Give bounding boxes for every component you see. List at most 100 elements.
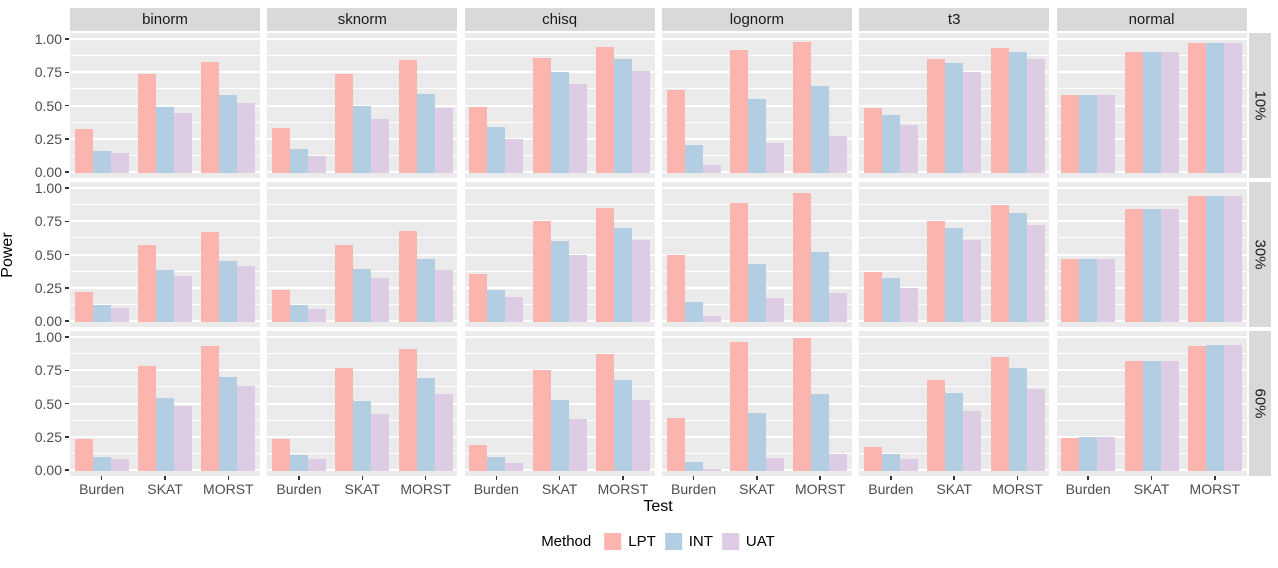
facet-strip-chisq: chisq: [464, 8, 655, 31]
legend-label: UAT: [745, 533, 775, 550]
bar-binorm-30pct-SKAT-LPT: [138, 245, 156, 322]
bar-sknorm-10pct-MORST-LPT: [398, 60, 417, 173]
bar-t3-60pct-MORST-UAT: [1026, 388, 1045, 471]
facet-strip-label: chisq: [542, 11, 578, 28]
y-tick-mark: [65, 402, 69, 405]
y-tick-label: 0.00: [34, 313, 62, 329]
bar-chisq-10pct-Burden-UAT: [505, 138, 524, 173]
gridline-major: [267, 369, 458, 372]
x-tick-label: MORST: [992, 481, 1043, 497]
bar-binorm-10pct-MORST-UAT: [237, 102, 256, 173]
gridline-major: [70, 104, 260, 107]
gridline-minor: [70, 55, 260, 57]
facet-strip-lognorm: lognorm: [661, 8, 852, 31]
y-tick-label: 0.00: [34, 462, 62, 478]
facet-strip-normal: normal: [1056, 8, 1247, 31]
bar-normal-60pct-Burden-INT: [1079, 436, 1098, 471]
gridline-major: [70, 336, 260, 338]
panel-chisq-60pct: [464, 331, 655, 476]
panel-t3-10pct: [859, 33, 1050, 178]
y-tick-label: 0.50: [34, 246, 62, 263]
bar-t3-60pct-SKAT-INT: [945, 392, 964, 471]
gridline-major: [661, 38, 852, 40]
bar-t3-60pct-MORST-LPT: [990, 356, 1009, 471]
y-tick-mark: [65, 320, 69, 322]
gridline-minor: [661, 204, 852, 206]
bar-normal-30pct-SKAT-LPT: [1124, 209, 1143, 322]
bar-sknorm-10pct-SKAT-INT: [353, 105, 372, 173]
bar-normal-10pct-SKAT-LPT: [1124, 52, 1143, 173]
bar-sknorm-30pct-MORST-INT: [416, 258, 435, 322]
y-tick-mark: [65, 38, 69, 40]
facet-strip-label: 60%: [1251, 388, 1269, 419]
bar-lognorm-10pct-SKAT-INT: [747, 98, 766, 173]
bar-lognorm-30pct-MORST-UAT: [829, 293, 848, 322]
gridline-minor: [1056, 353, 1247, 355]
bar-binorm-30pct-Burden-INT: [92, 305, 111, 322]
bar-sknorm-30pct-SKAT-UAT: [371, 278, 390, 322]
bar-lognorm-60pct-MORST-LPT: [793, 338, 812, 471]
bar-lognorm-10pct-MORST-LPT: [793, 41, 812, 173]
bar-chisq-60pct-MORST-UAT: [631, 399, 650, 471]
bar-normal-30pct-Burden-LPT: [1061, 258, 1080, 322]
gridline-minor: [267, 55, 458, 57]
gridline-major: [267, 220, 458, 223]
gridline-minor: [267, 88, 458, 90]
bar-normal-60pct-Burden-UAT: [1097, 436, 1116, 471]
y-tick-mark: [65, 187, 69, 189]
x-tick-mark: [819, 476, 821, 480]
bar-chisq-30pct-Burden-INT: [487, 290, 506, 322]
legend: Method LPT INT UAT: [541, 533, 775, 550]
panel-normal-30pct: [1056, 182, 1247, 327]
gridline-minor: [70, 237, 260, 239]
bar-sknorm-60pct-SKAT-INT: [353, 400, 372, 471]
bar-t3-30pct-SKAT-UAT: [963, 239, 982, 322]
bar-lognorm-30pct-SKAT-UAT: [765, 298, 784, 322]
x-tick-label: SKAT: [739, 481, 775, 497]
gridline-minor: [1056, 204, 1247, 206]
bar-t3-60pct-MORST-INT: [1008, 367, 1027, 471]
bar-chisq-60pct-SKAT-LPT: [532, 370, 551, 471]
bar-lognorm-30pct-Burden-UAT: [702, 315, 721, 322]
gridline-minor: [661, 386, 852, 388]
facet-strip-label: lognorm: [729, 11, 784, 28]
x-tick-mark: [361, 476, 364, 480]
facet-strip-label: t3: [947, 11, 961, 28]
bar-normal-10pct-MORST-UAT: [1223, 43, 1242, 173]
bar-sknorm-10pct-SKAT-LPT: [335, 73, 354, 173]
bar-t3-10pct-Burden-LPT: [863, 108, 882, 173]
facet-strip-sknorm: sknorm: [267, 8, 458, 31]
bar-chisq-10pct-MORST-INT: [613, 58, 632, 173]
bar-chisq-60pct-SKAT-UAT: [568, 419, 587, 471]
bar-sknorm-30pct-Burden-INT: [289, 305, 308, 322]
gridline-major: [464, 369, 655, 372]
bar-sknorm-30pct-MORST-LPT: [398, 230, 417, 322]
bar-t3-30pct-MORST-UAT: [1026, 225, 1045, 322]
bar-t3-10pct-MORST-LPT: [990, 48, 1009, 173]
bar-binorm-60pct-Burden-LPT: [74, 439, 93, 471]
bar-chisq-60pct-SKAT-INT: [550, 399, 569, 471]
y-tick-label: 0.75: [34, 64, 62, 81]
legend-swatch-LPT: [604, 533, 622, 550]
gridline-major: [859, 336, 1050, 338]
bar-sknorm-10pct-Burden-UAT: [307, 156, 326, 173]
bar-t3-30pct-MORST-LPT: [990, 205, 1009, 322]
gridline-minor: [70, 386, 260, 388]
bar-t3-10pct-MORST-UAT: [1026, 58, 1045, 173]
gridline-major: [267, 71, 458, 74]
x-tick-label: MORST: [203, 481, 254, 497]
y-tick-mark: [65, 436, 69, 438]
x-tick-label: SKAT: [541, 481, 578, 497]
bar-t3-30pct-Burden-INT: [881, 278, 900, 322]
x-tick-label: SKAT: [1133, 481, 1170, 497]
bar-sknorm-10pct-MORST-INT: [416, 93, 435, 173]
facet-strip-label: 30%: [1251, 239, 1269, 270]
legend-item-INT: INT: [664, 533, 713, 550]
x-tick-mark: [1214, 476, 1216, 480]
bar-binorm-10pct-SKAT-LPT: [138, 73, 156, 173]
facet-strip-60%: 60%: [1249, 331, 1271, 476]
bar-binorm-30pct-Burden-LPT: [74, 291, 93, 322]
bar-lognorm-10pct-SKAT-UAT: [765, 142, 784, 173]
panel-t3-60pct: [859, 331, 1050, 476]
